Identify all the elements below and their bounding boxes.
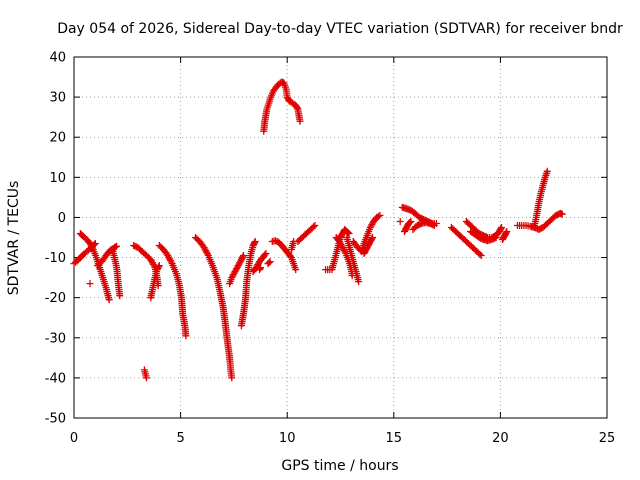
x-tick-label: 0 [70,431,78,446]
data-point [230,269,238,277]
data-point [229,271,237,279]
data-point [272,237,279,245]
data-point [167,258,175,266]
data-point [251,238,259,245]
data-point [337,241,345,248]
x-tick-label: 10 [279,431,296,446]
data-point [155,263,163,271]
data-point [344,229,352,236]
data-point [236,259,244,267]
data-point [376,211,384,219]
data-point [262,250,270,257]
data-point [234,262,242,270]
chart-title: Day 054 of 2026, Sidereal Day-to-day VTE… [57,21,623,37]
data-point [338,242,346,250]
data-point [543,167,551,175]
data-point [155,262,163,270]
data-point [292,266,300,274]
data-point [86,240,94,247]
y-tick-label: 30 [49,91,66,106]
data-point [311,222,319,229]
data-point [355,278,363,286]
data-point [86,280,94,288]
y-tick-label: -20 [45,291,66,306]
x-tick-label: 15 [386,431,403,446]
y-axis-label: SDTVAR / TECUs [6,181,22,296]
data-point [105,296,113,304]
data-point [251,239,258,247]
data-point [406,219,414,226]
data-point [182,332,190,340]
data-point [503,228,511,235]
data-point [497,225,505,233]
data-point [143,374,150,382]
data-point [266,258,274,266]
y-tick-label: -30 [45,331,66,346]
data-point [498,224,505,231]
y-tick-label: 10 [49,171,66,186]
x-axis-label: GPS time / hours [281,458,398,474]
plot-frame [73,56,608,419]
data-point [335,238,343,245]
data-point [239,253,247,261]
data-point [339,244,347,251]
data-point [233,265,241,273]
data-point [368,235,376,243]
data-point [296,117,304,125]
data-point [345,230,353,237]
data-point [369,234,376,241]
data-point [310,223,317,231]
data-point [396,218,404,225]
grid-layer [74,57,607,418]
y-tick-label: 20 [49,131,66,146]
data-point [88,244,96,252]
data-point [339,245,347,253]
data-point [340,247,348,254]
data-point [116,292,124,300]
data-point [228,374,236,382]
data-point [228,274,236,282]
data-point [407,218,415,225]
data-point [366,224,374,231]
data-point [374,212,382,220]
data-point [87,241,95,249]
y-tick-label: -10 [45,251,66,266]
data-point [257,264,264,272]
x-tick-label: 5 [176,431,184,446]
data-point [491,234,499,242]
data-points [70,78,566,382]
data-point [558,210,566,218]
data-point [430,222,438,229]
data-point [229,272,237,280]
data-point [233,263,241,271]
x-tick-label: 20 [492,431,509,446]
tick-layer: 0 5 10 15 20 25 -50 -40 -30 -20 -10 0 10 20 30 40 [45,51,616,447]
data-point [204,250,211,258]
data-point [368,221,376,228]
data-point [240,252,247,259]
data-point [336,239,344,247]
data-point [429,221,437,229]
data-point [502,229,510,237]
data-point [492,234,500,241]
data-point [265,259,273,267]
y-tick-label: -50 [45,412,66,427]
data-point [367,222,375,230]
data-point [235,260,243,268]
data-point [232,266,240,274]
data-point [477,252,485,259]
y-tick-label: 40 [49,51,66,66]
y-tick-label: 0 [58,211,66,226]
data-point [88,243,96,250]
data-point [293,104,301,112]
data-point [476,250,484,258]
x-tick-label: 25 [599,431,616,446]
data-point [231,268,239,276]
data-point [261,251,269,259]
y-tick-label: -40 [45,371,66,386]
data-point [113,242,121,250]
